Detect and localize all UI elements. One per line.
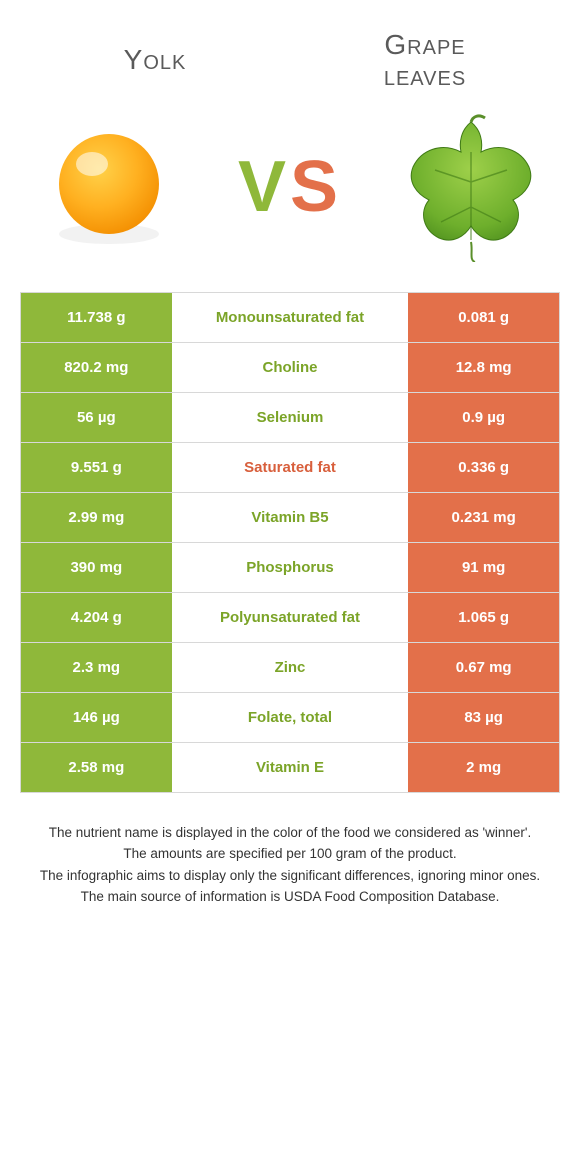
nutrient-name: Saturated fat — [172, 443, 409, 492]
table-row: 9.551 gSaturated fat0.336 g — [21, 443, 559, 493]
footer-line: The infographic aims to display only the… — [20, 866, 560, 886]
table-row: 390 mgPhosphorus91 mg — [21, 543, 559, 593]
table-row: 56 µgSelenium0.9 µg — [21, 393, 559, 443]
illustration-row: VS — [0, 102, 580, 292]
grape-leaves-value: 0.231 mg — [408, 493, 559, 542]
grape-leaves-value: 2 mg — [408, 743, 559, 792]
nutrient-name: Selenium — [172, 393, 409, 442]
nutrient-table: 11.738 gMonounsaturated fat0.081 g820.2 … — [20, 292, 560, 793]
yolk-value: 146 µg — [21, 693, 172, 742]
footer-line: The amounts are specified per 100 gram o… — [20, 844, 560, 864]
grape-leaves-value: 91 mg — [408, 543, 559, 592]
title-left: Yolk — [47, 45, 263, 76]
yolk-value: 390 mg — [21, 543, 172, 592]
header-row: Yolk Grape leaves — [0, 0, 580, 102]
table-row: 4.204 gPolyunsaturated fat1.065 g — [21, 593, 559, 643]
nutrient-name: Phosphorus — [172, 543, 409, 592]
table-row: 11.738 gMonounsaturated fat0.081 g — [21, 293, 559, 343]
grape-leaves-value: 0.67 mg — [408, 643, 559, 692]
nutrient-name: Choline — [172, 343, 409, 392]
yolk-value: 2.3 mg — [21, 643, 172, 692]
grape-leaves-value: 0.081 g — [408, 293, 559, 342]
yolk-value: 2.99 mg — [21, 493, 172, 542]
footer-line: The nutrient name is displayed in the co… — [20, 823, 560, 843]
yolk-value: 2.58 mg — [21, 743, 172, 792]
table-row: 820.2 mgCholine12.8 mg — [21, 343, 559, 393]
yolk-icon — [20, 122, 198, 252]
grape-leaves-value: 1.065 g — [408, 593, 559, 642]
vs-label: VS — [198, 146, 382, 228]
nutrient-name: Polyunsaturated fat — [172, 593, 409, 642]
yolk-value: 11.738 g — [21, 293, 172, 342]
yolk-value: 820.2 mg — [21, 343, 172, 392]
nutrient-name: Folate, total — [172, 693, 409, 742]
table-row: 146 µgFolate, total83 µg — [21, 693, 559, 743]
grape-leaves-value: 12.8 mg — [408, 343, 559, 392]
title-right: Grape leaves — [317, 30, 533, 92]
table-row: 2.3 mgZinc0.67 mg — [21, 643, 559, 693]
grape-leaves-value: 83 µg — [408, 693, 559, 742]
infographic-container: Yolk Grape leaves VS — [0, 0, 580, 907]
yolk-value: 4.204 g — [21, 593, 172, 642]
footer-notes: The nutrient name is displayed in the co… — [20, 823, 560, 907]
vs-s: S — [290, 147, 342, 227]
table-row: 2.99 mgVitamin B50.231 mg — [21, 493, 559, 543]
yolk-value: 56 µg — [21, 393, 172, 442]
table-row: 2.58 mgVitamin E2 mg — [21, 743, 559, 793]
nutrient-name: Zinc — [172, 643, 409, 692]
nutrient-name: Vitamin B5 — [172, 493, 409, 542]
nutrient-name: Monounsaturated fat — [172, 293, 409, 342]
grape-leaves-value: 0.9 µg — [408, 393, 559, 442]
nutrient-name: Vitamin E — [172, 743, 409, 792]
footer-line: The main source of information is USDA F… — [20, 887, 560, 907]
grape-leaves-value: 0.336 g — [408, 443, 559, 492]
grape-leaf-icon — [382, 112, 560, 262]
yolk-value: 9.551 g — [21, 443, 172, 492]
vs-v: V — [238, 147, 290, 227]
